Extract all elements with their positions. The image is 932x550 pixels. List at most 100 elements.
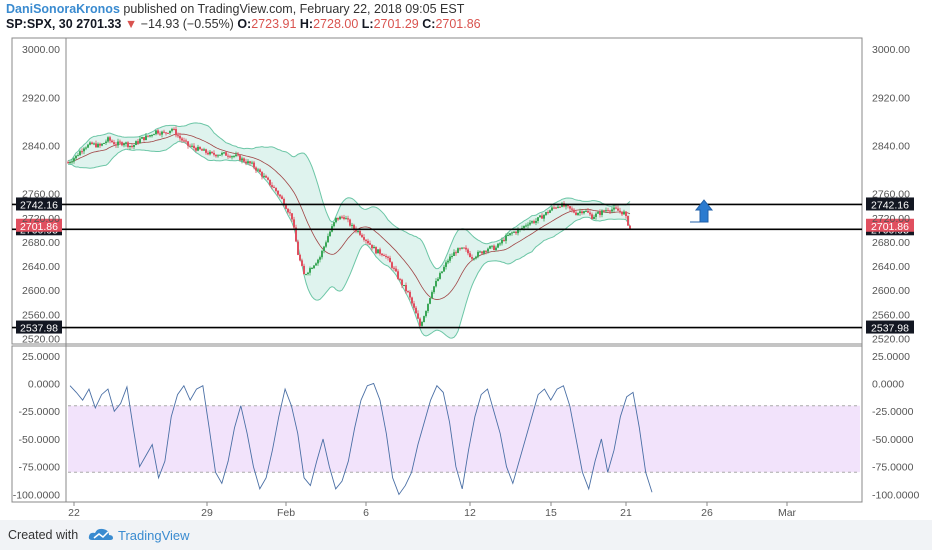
candle-body bbox=[311, 268, 313, 270]
candle-body bbox=[151, 135, 153, 137]
time-tick-label: 22 bbox=[68, 507, 80, 519]
candle-body bbox=[109, 137, 111, 141]
candle-body bbox=[595, 213, 597, 217]
time-tick-label: 15 bbox=[545, 507, 557, 519]
bollinger-bands bbox=[67, 122, 631, 339]
candle-body bbox=[95, 143, 97, 148]
candle-body bbox=[433, 286, 435, 293]
candle-body bbox=[147, 135, 149, 137]
candle-body bbox=[315, 263, 317, 266]
candle-body bbox=[401, 279, 403, 286]
candle-body bbox=[127, 142, 129, 147]
candle-body bbox=[81, 151, 83, 153]
last-price-tag-right bbox=[866, 218, 914, 232]
candle-body bbox=[175, 129, 177, 136]
candle-body bbox=[317, 259, 319, 264]
candle-body bbox=[535, 220, 537, 223]
candle-body bbox=[569, 206, 571, 209]
candle-body bbox=[531, 221, 533, 223]
symbol-label[interactable]: SP:SPX, 30 bbox=[6, 17, 73, 31]
candle-body bbox=[337, 217, 339, 220]
brand-link[interactable]: TradingView bbox=[118, 528, 190, 543]
candle-body bbox=[257, 169, 259, 171]
candle-body bbox=[73, 158, 75, 162]
candle-body bbox=[613, 207, 615, 210]
candle-body bbox=[441, 271, 443, 274]
candle-body bbox=[435, 280, 437, 287]
level-tag-right bbox=[866, 320, 914, 334]
band-fill bbox=[68, 122, 630, 339]
candle-body bbox=[465, 247, 467, 250]
candle-body bbox=[107, 137, 109, 142]
candle-body bbox=[543, 214, 545, 219]
author-link[interactable]: DaniSonoraKronos bbox=[6, 2, 120, 16]
candle-body bbox=[469, 253, 471, 257]
candle-body bbox=[559, 206, 561, 208]
candle-body bbox=[343, 217, 345, 219]
candle-body bbox=[407, 291, 409, 293]
candle-body bbox=[221, 152, 223, 155]
open-label: O: bbox=[237, 17, 252, 31]
candle-body bbox=[357, 230, 359, 232]
up-arrow-annotation[interactable] bbox=[690, 199, 714, 223]
candle-body bbox=[273, 186, 275, 188]
candle-body bbox=[575, 212, 577, 215]
candle-body bbox=[163, 131, 165, 133]
candle-body bbox=[589, 212, 591, 215]
candle-body bbox=[513, 231, 515, 233]
candle-body bbox=[169, 130, 171, 134]
candle-body bbox=[141, 137, 143, 139]
oscillator-tick-label-left: 0.0000 bbox=[28, 379, 60, 391]
candle-body bbox=[621, 211, 623, 215]
price-tick-label-left: 2760.00 bbox=[22, 189, 60, 201]
candle-body bbox=[399, 278, 401, 280]
price-tick-label-right: 2600.00 bbox=[872, 285, 910, 297]
candle-body bbox=[577, 212, 579, 215]
candle-body bbox=[299, 254, 301, 261]
candle-body bbox=[223, 152, 225, 154]
chart-header: DaniSonoraKronos published on TradingVie… bbox=[6, 2, 926, 32]
candle-body bbox=[495, 247, 497, 251]
candle-body bbox=[271, 185, 273, 187]
candle-body bbox=[443, 266, 445, 272]
candle-body bbox=[119, 141, 121, 143]
candle-body bbox=[289, 212, 291, 214]
horizontal-levels[interactable]: 2742.162742.162700.952700.952537.982537.… bbox=[12, 197, 914, 335]
candle-body bbox=[287, 208, 289, 213]
candle-body bbox=[193, 145, 195, 149]
candle-body bbox=[351, 224, 353, 226]
candle-body bbox=[511, 232, 513, 234]
candle-body bbox=[597, 212, 599, 214]
candle-body bbox=[415, 307, 417, 314]
candle-body bbox=[353, 224, 355, 229]
candle-body bbox=[393, 267, 395, 269]
price-tick-label-left: 2840.00 bbox=[22, 140, 60, 152]
candle-body bbox=[143, 137, 145, 140]
candle-body bbox=[365, 239, 367, 241]
chart-canvas[interactable]: 2742.162742.162700.952700.952537.982537.… bbox=[0, 0, 932, 520]
candle-body bbox=[341, 216, 343, 218]
stochastic-pane: 25.0000 25.0000 0.0000 0.0000 -25.0000 -25.00… bbox=[13, 351, 920, 502]
candle-body bbox=[179, 135, 181, 139]
candle-body bbox=[493, 245, 495, 251]
candle-body bbox=[307, 272, 309, 275]
candle-body bbox=[297, 241, 299, 255]
last-price-tag-right-label: 2701.86 bbox=[871, 221, 909, 233]
candle-body bbox=[525, 225, 527, 227]
candle-body bbox=[79, 151, 81, 156]
candle-body bbox=[99, 143, 101, 146]
price-tick-label-right: 2680.00 bbox=[872, 237, 910, 249]
candle-body bbox=[517, 229, 519, 234]
candle-body bbox=[137, 141, 139, 143]
candle-body bbox=[363, 237, 365, 240]
candle-body bbox=[603, 210, 605, 212]
last-price-tag-left bbox=[16, 218, 62, 232]
candle-body bbox=[319, 257, 321, 260]
candle-body bbox=[617, 208, 619, 211]
candles bbox=[67, 126, 631, 328]
candle-body bbox=[145, 135, 147, 140]
candle-body bbox=[395, 268, 397, 272]
candle-body bbox=[539, 215, 541, 218]
candle-body bbox=[285, 205, 287, 209]
candle-body bbox=[381, 253, 383, 256]
